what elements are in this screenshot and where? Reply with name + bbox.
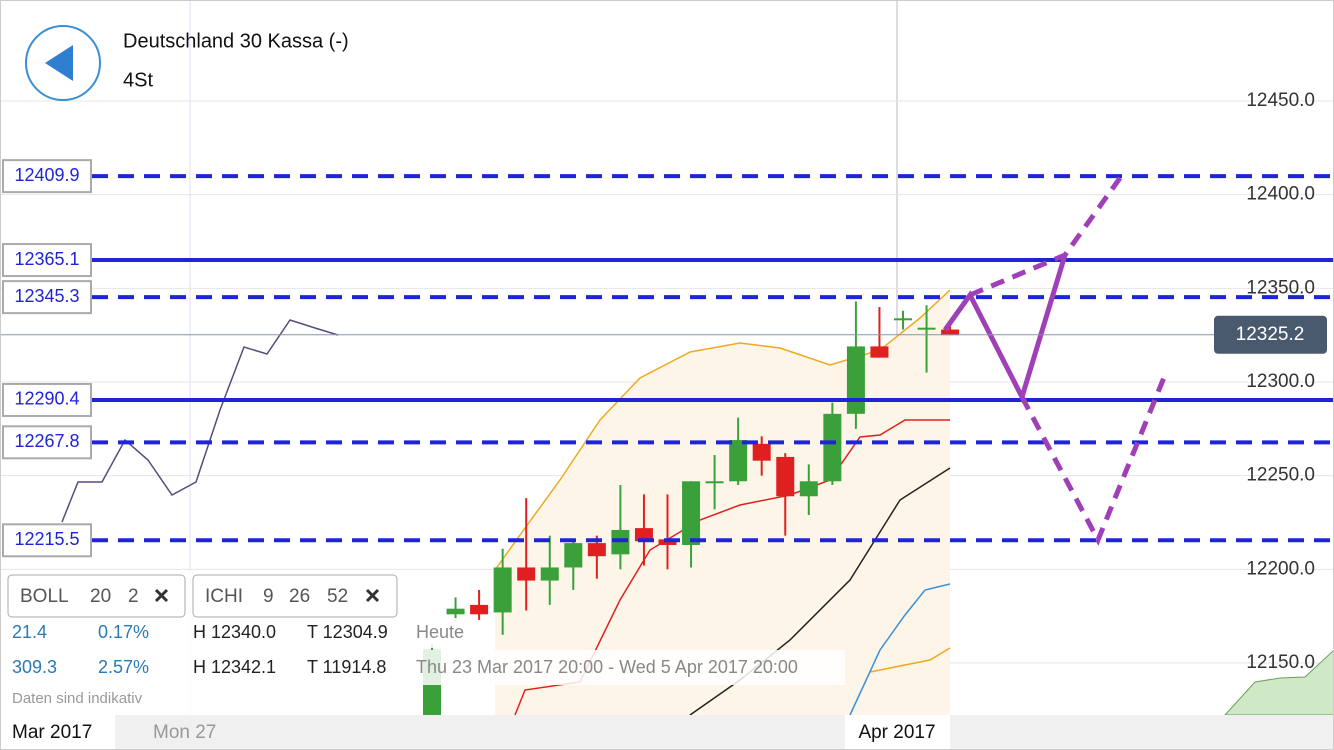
level-label-box xyxy=(2,425,92,460)
y-tick-label: 12250.0 xyxy=(1246,465,1315,486)
forecast-drawing xyxy=(942,176,1168,546)
ichimoku-line xyxy=(689,467,951,716)
back-icon[interactable] xyxy=(45,45,73,81)
bollinger-lower xyxy=(869,647,951,673)
candle-body xyxy=(776,456,795,497)
forecast-dashed xyxy=(969,176,1123,298)
indicator-chip[interactable] xyxy=(192,574,398,618)
indicator-param: 2 xyxy=(128,586,139,607)
remove-icon[interactable] xyxy=(365,588,380,603)
y-tick-label: 12200.0 xyxy=(1246,558,1315,579)
indicator-panel xyxy=(410,650,845,685)
x-axis-current xyxy=(0,715,115,750)
candle-body xyxy=(705,481,724,484)
candle-body xyxy=(752,443,771,461)
level-label: 12290.4 xyxy=(14,389,79,409)
level-label: 12345.3 xyxy=(14,286,79,306)
level-label-box xyxy=(2,159,92,194)
ichimoku-lagging xyxy=(61,319,339,523)
level-label-box xyxy=(2,243,92,278)
x-axis-label: Mar 2017 xyxy=(12,722,92,743)
ichimoku-cloud xyxy=(1223,649,1334,716)
y-tick-label: 12150.0 xyxy=(1246,652,1315,673)
candle-body xyxy=(941,329,960,336)
candle-body xyxy=(564,543,583,568)
remove-icon[interactable] xyxy=(154,588,169,603)
level-label-box xyxy=(2,382,92,417)
candle-body xyxy=(799,481,818,497)
candle-body xyxy=(517,567,536,581)
indicator-value: 2.57% xyxy=(98,657,149,677)
indicator-name: BOLL xyxy=(20,586,69,607)
candle-body xyxy=(446,608,465,615)
x-axis-label: Mon 27 xyxy=(153,722,216,743)
indicator-value: 309.3 xyxy=(12,657,57,677)
indicator-value: H 12340.0 xyxy=(193,622,276,642)
y-tick-label: 12400.0 xyxy=(1246,184,1315,205)
ichimoku-line xyxy=(849,583,951,716)
candle-body xyxy=(894,318,912,321)
interval: 4St xyxy=(123,69,153,91)
forecast-dashed xyxy=(1019,374,1168,546)
candle-body xyxy=(729,440,748,482)
indicator-param: 26 xyxy=(289,586,310,607)
level-label: 12409.9 xyxy=(14,165,79,185)
current-price-label: 12325.2 xyxy=(1236,324,1305,345)
level-label-box xyxy=(2,523,92,558)
disclaimer: Daten sind indikativ xyxy=(12,690,143,707)
candle-body xyxy=(682,481,701,545)
indicator-chip[interactable] xyxy=(7,574,186,618)
candle-body xyxy=(540,567,559,581)
current-price-tag xyxy=(1214,315,1327,354)
level-label-box xyxy=(2,280,92,315)
candle-body xyxy=(870,346,889,358)
candle-body xyxy=(846,346,865,414)
candle-body xyxy=(493,567,512,613)
indicator-value: Thu 23 Mar 2017 20:00 - Wed 5 Apr 2017 2… xyxy=(416,657,798,677)
x-axis-label: Apr 2017 xyxy=(858,722,935,743)
indicator-name: ICHI xyxy=(205,586,243,607)
indicator-value: H 12342.1 xyxy=(193,657,276,677)
indicator-value: T 11914.8 xyxy=(307,657,386,677)
level-label: 12365.1 xyxy=(14,249,79,269)
candle-body xyxy=(470,604,489,615)
y-tick-label: 12450.0 xyxy=(1246,90,1315,111)
instrument-title: Deutschland 30 Kassa (-) xyxy=(123,30,349,52)
candle-body xyxy=(634,528,653,542)
candle-body xyxy=(917,327,936,330)
candle-body xyxy=(587,543,606,557)
y-tick-label: 12300.0 xyxy=(1246,371,1315,392)
level-label: 12267.8 xyxy=(14,431,79,451)
forecast-solid xyxy=(942,254,1068,404)
x-axis-current xyxy=(845,715,950,750)
indicator-value: T 12304.9 xyxy=(307,622,388,642)
indicator-panel xyxy=(410,618,472,648)
x-axis-bar xyxy=(0,715,1334,750)
indicator-param: 9 xyxy=(263,586,274,607)
indicator-value: Heute xyxy=(416,622,464,642)
bollinger-upper xyxy=(494,289,951,571)
indicator-param: 20 xyxy=(90,586,111,607)
indicator-value: 0.17% xyxy=(98,622,149,642)
indicator-value: 21.4 xyxy=(12,622,47,642)
bollinger-band-area xyxy=(495,290,950,715)
indicator-param: 52 xyxy=(327,586,348,607)
y-tick-label: 12350.0 xyxy=(1246,277,1315,298)
level-label: 12215.5 xyxy=(14,529,79,549)
candle-body xyxy=(823,413,842,482)
